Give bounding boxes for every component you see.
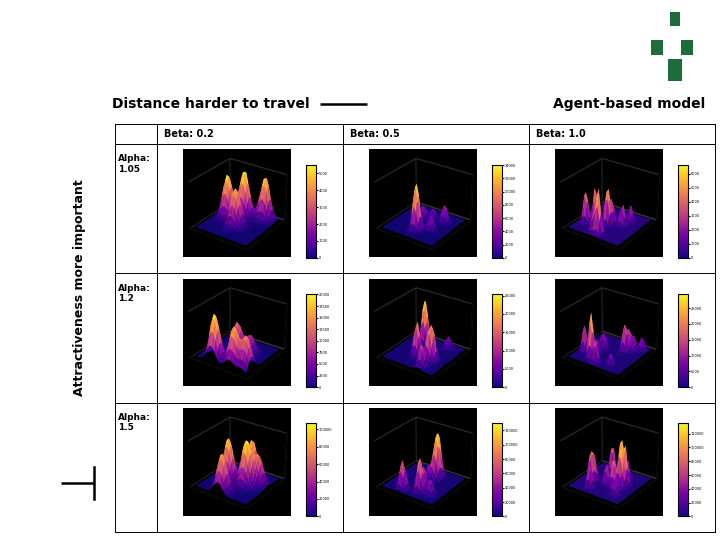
- Text: Alpha:
1.05: Alpha: 1.05: [118, 154, 151, 174]
- Text: Beta: 0.2: Beta: 0.2: [164, 129, 214, 139]
- Text: School of Geography: School of Geography: [16, 18, 325, 44]
- Text: Alpha:
1.5: Alpha: 1.5: [118, 413, 151, 433]
- Text: Alpha:
1.2: Alpha: 1.2: [118, 284, 151, 303]
- Bar: [670, 12, 680, 25]
- Text: Beta: 1.0: Beta: 1.0: [536, 129, 586, 139]
- Bar: [651, 40, 662, 55]
- Bar: [667, 59, 683, 81]
- Text: Distance harder to travel: Distance harder to travel: [112, 97, 309, 111]
- Text: Attractiveness more important: Attractiveness more important: [73, 179, 86, 396]
- Text: UNIVERSITY OF LEEDS: UNIVERSITY OF LEEDS: [509, 55, 657, 68]
- Bar: [666, 7, 684, 29]
- Text: Beta: 0.5: Beta: 0.5: [351, 129, 400, 139]
- Bar: [644, 29, 706, 81]
- Text: FACULTY OF ENVIRONMENT: FACULTY OF ENVIRONMENT: [16, 65, 149, 76]
- Bar: [681, 40, 693, 55]
- Text: Agent-based model: Agent-based model: [554, 97, 706, 111]
